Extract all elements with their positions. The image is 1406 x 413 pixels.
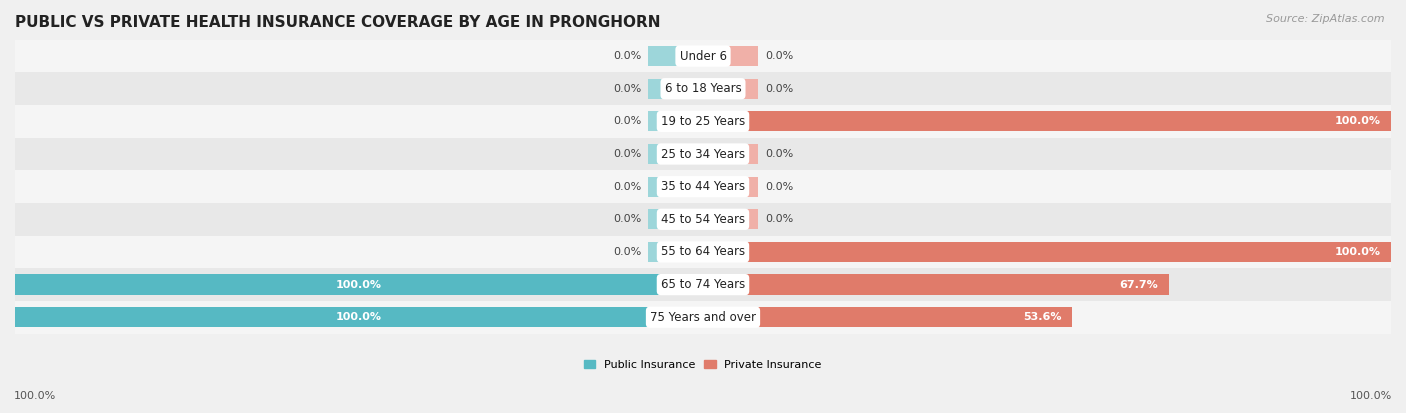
Text: 100.0%: 100.0%	[1334, 247, 1381, 257]
Text: 0.0%: 0.0%	[613, 182, 641, 192]
Text: 0.0%: 0.0%	[765, 51, 793, 61]
Bar	[648, 209, 703, 230]
Bar	[15, 72, 1391, 105]
Text: 0.0%: 0.0%	[613, 84, 641, 94]
Text: Under 6: Under 6	[679, 50, 727, 62]
Bar	[15, 203, 1391, 236]
Text: 0.0%: 0.0%	[765, 149, 793, 159]
Bar	[15, 170, 1391, 203]
Text: 100.0%: 100.0%	[14, 391, 56, 401]
Bar	[703, 176, 758, 197]
Bar	[703, 307, 1071, 328]
Text: 0.0%: 0.0%	[613, 116, 641, 126]
Text: 35 to 44 Years: 35 to 44 Years	[661, 180, 745, 193]
Text: 65 to 74 Years: 65 to 74 Years	[661, 278, 745, 291]
Text: 100.0%: 100.0%	[1334, 116, 1381, 126]
Text: Source: ZipAtlas.com: Source: ZipAtlas.com	[1267, 14, 1385, 24]
Bar	[648, 78, 703, 99]
Text: 0.0%: 0.0%	[613, 51, 641, 61]
Bar	[703, 209, 758, 230]
Text: 55 to 64 Years: 55 to 64 Years	[661, 245, 745, 259]
Bar	[15, 301, 1391, 334]
Bar	[15, 105, 1391, 138]
Text: 0.0%: 0.0%	[613, 214, 641, 224]
Bar	[15, 275, 703, 295]
Text: PUBLIC VS PRIVATE HEALTH INSURANCE COVERAGE BY AGE IN PRONGHORN: PUBLIC VS PRIVATE HEALTH INSURANCE COVER…	[15, 15, 661, 30]
Bar	[15, 236, 1391, 268]
Bar	[648, 46, 703, 66]
Text: 100.0%: 100.0%	[336, 312, 382, 322]
Legend: Public Insurance, Private Insurance: Public Insurance, Private Insurance	[579, 355, 827, 374]
Bar	[648, 176, 703, 197]
Bar	[15, 40, 1391, 72]
Bar	[15, 138, 1391, 170]
Bar	[648, 111, 703, 131]
Bar	[703, 46, 758, 66]
Bar	[703, 242, 1391, 262]
Text: 67.7%: 67.7%	[1119, 280, 1159, 290]
Text: 100.0%: 100.0%	[336, 280, 382, 290]
Text: 25 to 34 Years: 25 to 34 Years	[661, 147, 745, 161]
Bar	[648, 144, 703, 164]
Text: 0.0%: 0.0%	[613, 247, 641, 257]
Text: 53.6%: 53.6%	[1024, 312, 1062, 322]
Text: 45 to 54 Years: 45 to 54 Years	[661, 213, 745, 226]
Text: 100.0%: 100.0%	[1350, 391, 1392, 401]
Bar	[703, 144, 758, 164]
Bar	[703, 78, 758, 99]
Text: 0.0%: 0.0%	[765, 182, 793, 192]
Text: 0.0%: 0.0%	[613, 149, 641, 159]
Text: 19 to 25 Years: 19 to 25 Years	[661, 115, 745, 128]
Text: 6 to 18 Years: 6 to 18 Years	[665, 82, 741, 95]
Bar	[703, 111, 1391, 131]
Text: 0.0%: 0.0%	[765, 84, 793, 94]
Bar	[703, 275, 1168, 295]
Text: 0.0%: 0.0%	[765, 214, 793, 224]
Text: 75 Years and over: 75 Years and over	[650, 311, 756, 324]
Bar	[15, 268, 1391, 301]
Bar	[15, 307, 703, 328]
Bar	[648, 242, 703, 262]
